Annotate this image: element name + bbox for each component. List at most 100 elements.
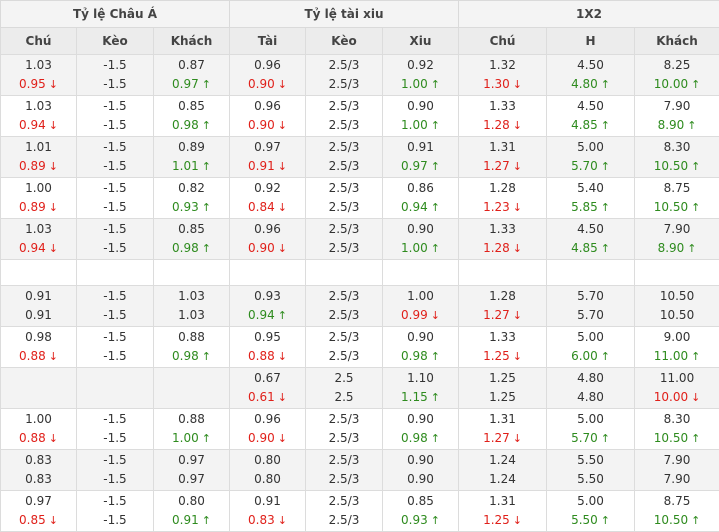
odds-value: 1.00 <box>401 77 428 91</box>
odds-value: 8.90 <box>658 241 685 255</box>
odds-value: 1.28 <box>489 181 516 195</box>
odds-value: 10.50 <box>660 308 694 322</box>
opening-odds: 1.03 <box>154 287 229 306</box>
current-odds: -1.5 <box>77 511 153 530</box>
col-1x2-home: Chú <box>459 28 547 55</box>
current-odds: 1.27↓ <box>459 429 546 448</box>
odds-value: 11.00 <box>654 349 688 363</box>
current-odds: 0.90 <box>383 470 458 489</box>
opening-odds: 2.5/3 <box>306 328 382 347</box>
odds-value: 0.90 <box>248 77 275 91</box>
current-odds: 0.94↓ <box>1 239 76 258</box>
current-odds: 0.89↓ <box>1 157 76 176</box>
odds-value: 0.83 <box>25 453 52 467</box>
current-odds: 1.15↑ <box>383 388 458 407</box>
odds-value: 0.88 <box>248 349 275 363</box>
current-odds: 0.89↓ <box>1 198 76 217</box>
odds-value: 4.80 <box>577 371 604 385</box>
arrow-down-icon: ↓ <box>278 350 287 363</box>
current-odds: 8.90↑ <box>635 116 719 135</box>
odds-value: 0.97 <box>254 140 281 154</box>
opening-odds: -1.5 <box>77 492 153 511</box>
current-odds: 0.91 <box>1 306 76 325</box>
odds-cell <box>77 368 154 409</box>
opening-odds: -1.5 <box>77 328 153 347</box>
odds-value: 10.50 <box>660 289 694 303</box>
odds-value: 1.33 <box>489 330 516 344</box>
current-odds: 1.30↓ <box>459 75 546 94</box>
odds-value: 0.98 <box>172 241 199 255</box>
arrow-down-icon: ↓ <box>513 160 522 173</box>
odds-value: 1.15 <box>401 390 428 404</box>
odds-value: 0.85 <box>19 513 46 527</box>
current-odds: 4.85↑ <box>547 239 634 258</box>
arrow-down-icon: ↓ <box>513 201 522 214</box>
opening-odds: -1.5 <box>77 97 153 116</box>
opening-odds: 9.00 <box>635 328 719 347</box>
odds-cell <box>547 260 635 286</box>
opening-odds: 0.96 <box>230 56 305 75</box>
col-1x2-away: Khách <box>635 28 719 55</box>
current-odds: 8.90↑ <box>635 239 719 258</box>
opening-odds: 8.30 <box>635 138 719 157</box>
odds-value: 10.50 <box>654 159 688 173</box>
odds-value: 4.50 <box>577 58 604 72</box>
col-1x2-draw: H <box>547 28 635 55</box>
odds-value: -1.5 <box>103 289 126 303</box>
arrow-down-icon: ↓ <box>513 242 522 255</box>
odds-value: 10.50 <box>654 513 688 527</box>
odds-value: 0.84 <box>248 200 275 214</box>
odds-value: 1.24 <box>489 453 516 467</box>
odds-value: 5.70 <box>577 289 604 303</box>
odds-cell: 1.25 1.25 <box>459 368 547 409</box>
arrow-down-icon: ↓ <box>513 78 522 91</box>
current-odds: -1.5 <box>77 306 153 325</box>
odds-cell: -1.5 -1.5 <box>77 96 154 137</box>
odds-value: 0.82 <box>178 181 205 195</box>
odds-value: -1.5 <box>103 77 126 91</box>
odds-value: -1.5 <box>103 431 126 445</box>
odds-value: 5.70 <box>571 159 598 173</box>
current-odds: 1.25 <box>459 388 546 407</box>
odds-value: 4.50 <box>577 99 604 113</box>
odds-value: 2.5/3 <box>329 453 360 467</box>
opening-odds: 4.50 <box>547 56 634 75</box>
current-odds: -1.5 <box>77 75 153 94</box>
odds-value: 5.00 <box>577 494 604 508</box>
odds-value: 1.25 <box>489 371 516 385</box>
odds-value: -1.5 <box>103 118 126 132</box>
odds-value: 0.90 <box>248 431 275 445</box>
opening-odds: 0.90 <box>383 97 458 116</box>
odds-value: 0.95 <box>254 330 281 344</box>
arrow-up-icon: ↑ <box>601 350 610 363</box>
odds-value: 1.33 <box>489 222 516 236</box>
